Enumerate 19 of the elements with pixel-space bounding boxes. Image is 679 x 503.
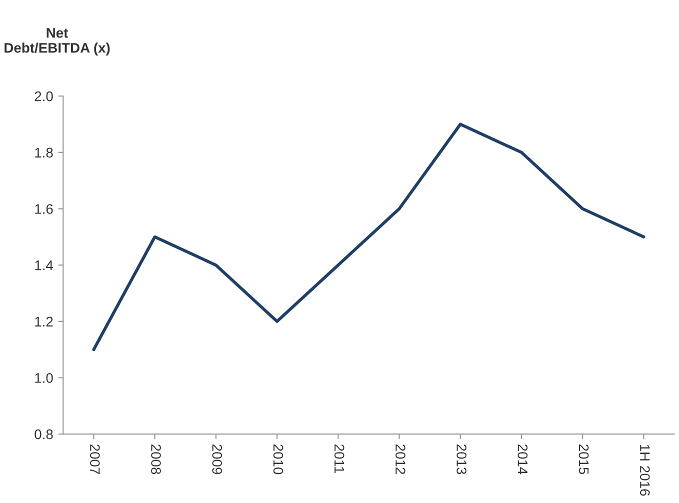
x-tick-label: 1H 2016 xyxy=(640,444,650,496)
y-tick-label: 1.8 xyxy=(35,148,53,158)
x-tick-label: 2012 xyxy=(396,444,406,474)
x-tick-label: 2008 xyxy=(151,444,161,474)
x-tick-label: 2010 xyxy=(273,444,284,474)
y-tick-label: 1.2 xyxy=(35,316,53,326)
x-tick-label: 2011 xyxy=(334,444,344,474)
x-tick-label: 2013 xyxy=(456,444,466,474)
y-tick-label: 2.0 xyxy=(34,91,53,102)
x-tick-label: 2007 xyxy=(90,444,100,474)
x-tick-label: 2015 xyxy=(578,444,589,474)
y-tick-label: 1.6 xyxy=(35,204,53,214)
line-series xyxy=(92,122,646,352)
y-tick-label: 0.8 xyxy=(34,429,53,440)
x-tick-label: 2009 xyxy=(212,444,222,474)
y-tick-label: 1.4 xyxy=(35,260,54,270)
x-tick-label: 2014 xyxy=(518,444,528,474)
y-tick-label: 1.0 xyxy=(35,373,53,383)
y-axis-title: Net Debt/EBITDA (x) xyxy=(4,28,110,56)
